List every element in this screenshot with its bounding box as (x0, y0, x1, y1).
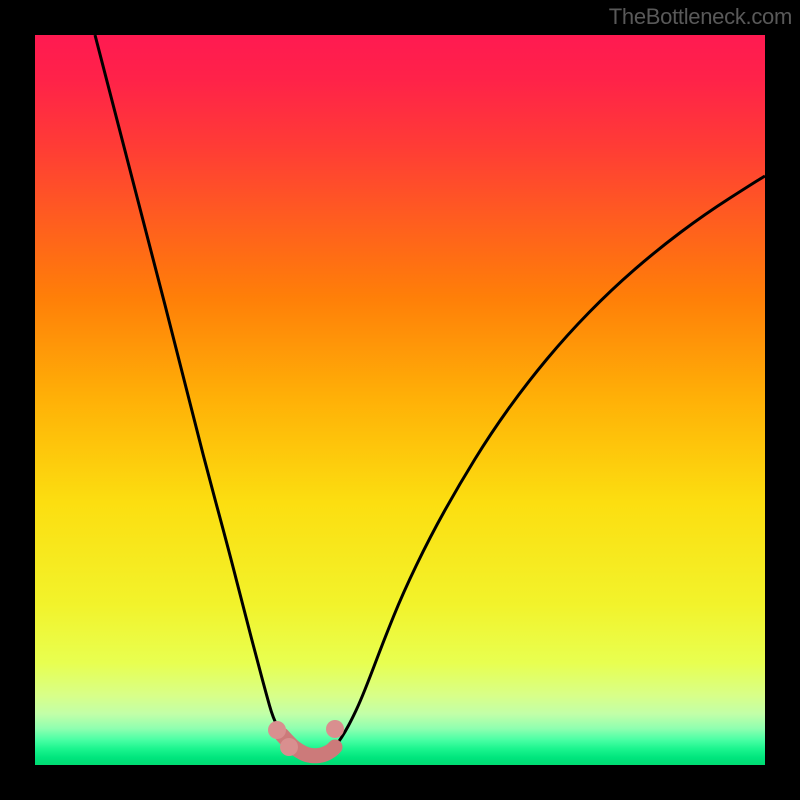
data-point (268, 721, 286, 739)
data-point (326, 720, 344, 738)
bottleneck-chart (35, 35, 765, 765)
gradient-background (35, 35, 765, 765)
data-point (280, 738, 298, 756)
watermark-text: TheBottleneck.com (609, 4, 792, 30)
chart-container: TheBottleneck.com (0, 0, 800, 800)
